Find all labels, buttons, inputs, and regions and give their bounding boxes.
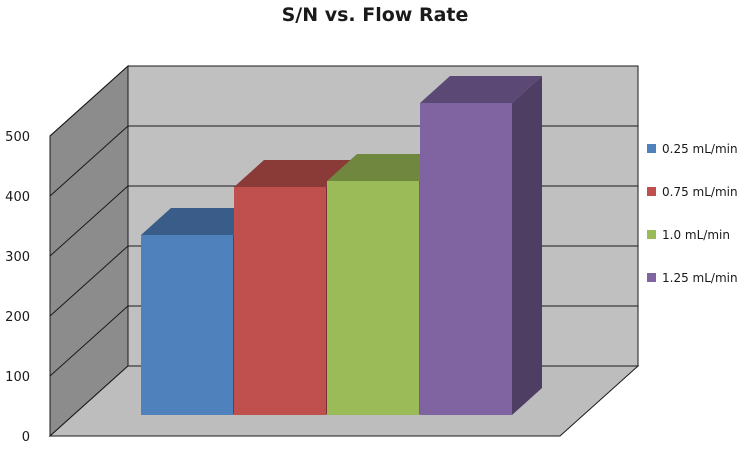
y-tick-label: 500 bbox=[5, 130, 30, 145]
legend-label: 1.25 mL/min bbox=[662, 271, 738, 285]
legend-label: 1.0 mL/min bbox=[662, 228, 730, 242]
bar-top bbox=[327, 154, 449, 181]
y-tick-label: 100 bbox=[5, 370, 30, 385]
legend-label: 0.25 mL/min bbox=[662, 142, 738, 156]
bar-top bbox=[234, 160, 356, 187]
legend-item: 1.25 mL/min bbox=[647, 271, 738, 285]
bar bbox=[420, 76, 542, 415]
legend-swatch bbox=[647, 273, 656, 282]
legend-item: 0.25 mL/min bbox=[647, 142, 738, 156]
bar-front bbox=[141, 235, 233, 415]
y-axis-ticks: 0 100 200 300 400 500 bbox=[5, 130, 30, 445]
y-tick-label: 300 bbox=[5, 250, 30, 265]
legend-label: 0.75 mL/min bbox=[662, 185, 738, 199]
legend-item: 1.0 mL/min bbox=[647, 228, 730, 242]
legend-swatch bbox=[647, 187, 656, 196]
legend-swatch bbox=[647, 144, 656, 153]
bar-top bbox=[141, 208, 263, 235]
legend-item: 0.75 mL/min bbox=[647, 185, 738, 199]
bar-side bbox=[512, 76, 542, 415]
legend-swatch bbox=[647, 230, 656, 239]
legend: 0.25 mL/min 0.75 mL/min 1.0 mL/min 1.25 mL/… bbox=[647, 142, 738, 285]
bar-front bbox=[234, 187, 326, 415]
y-tick-label: 200 bbox=[5, 310, 30, 325]
bars bbox=[141, 76, 542, 415]
bar-front bbox=[420, 103, 512, 415]
bar-front bbox=[327, 181, 419, 415]
gridline bbox=[49, 65, 638, 137]
y-tick-label: 400 bbox=[5, 190, 30, 205]
y-tick-label: 0 bbox=[22, 430, 30, 445]
chart-title: S/N vs. Flow Rate bbox=[281, 4, 469, 26]
bar-top bbox=[420, 76, 542, 103]
